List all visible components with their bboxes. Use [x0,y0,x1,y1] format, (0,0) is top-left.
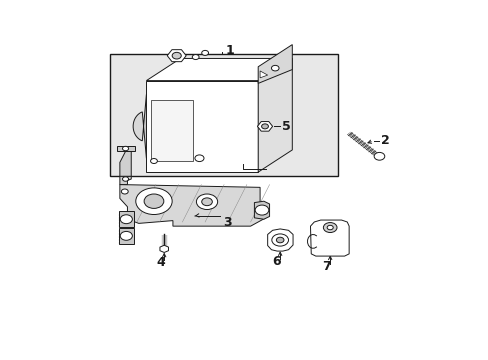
Polygon shape [258,45,292,84]
Polygon shape [258,58,292,172]
Circle shape [276,237,284,243]
Circle shape [150,158,157,163]
Polygon shape [120,176,131,185]
Circle shape [120,215,132,224]
Circle shape [261,124,268,129]
Circle shape [122,177,128,181]
Circle shape [323,222,336,233]
Circle shape [120,231,132,240]
Polygon shape [160,245,168,252]
Polygon shape [120,151,131,176]
Text: 6: 6 [271,255,280,268]
Circle shape [202,50,208,55]
Bar [110,54,337,176]
Bar [119,211,133,227]
Circle shape [122,146,128,151]
Polygon shape [120,185,267,226]
Circle shape [172,52,181,59]
Polygon shape [260,71,267,78]
Text: 7: 7 [322,260,330,273]
Text: 1: 1 [225,44,233,57]
Circle shape [121,189,128,194]
Circle shape [202,198,212,206]
Circle shape [373,152,384,160]
Text: 3: 3 [223,216,231,229]
Polygon shape [146,58,292,81]
Circle shape [326,225,332,230]
Text: 5: 5 [281,120,290,133]
Circle shape [196,194,217,210]
Circle shape [271,234,288,246]
Circle shape [271,66,279,71]
Polygon shape [310,220,348,256]
Circle shape [192,55,199,59]
Polygon shape [267,229,292,251]
Bar [151,100,192,161]
Polygon shape [133,94,146,158]
Circle shape [136,188,172,215]
Polygon shape [117,146,135,151]
Circle shape [195,155,203,162]
Bar [146,81,258,172]
Polygon shape [257,122,272,131]
Text: 2: 2 [380,134,388,147]
Circle shape [144,194,163,208]
Circle shape [255,205,268,215]
Bar [119,228,133,244]
Polygon shape [254,201,269,219]
Polygon shape [167,50,186,62]
Text: 4: 4 [156,256,164,269]
